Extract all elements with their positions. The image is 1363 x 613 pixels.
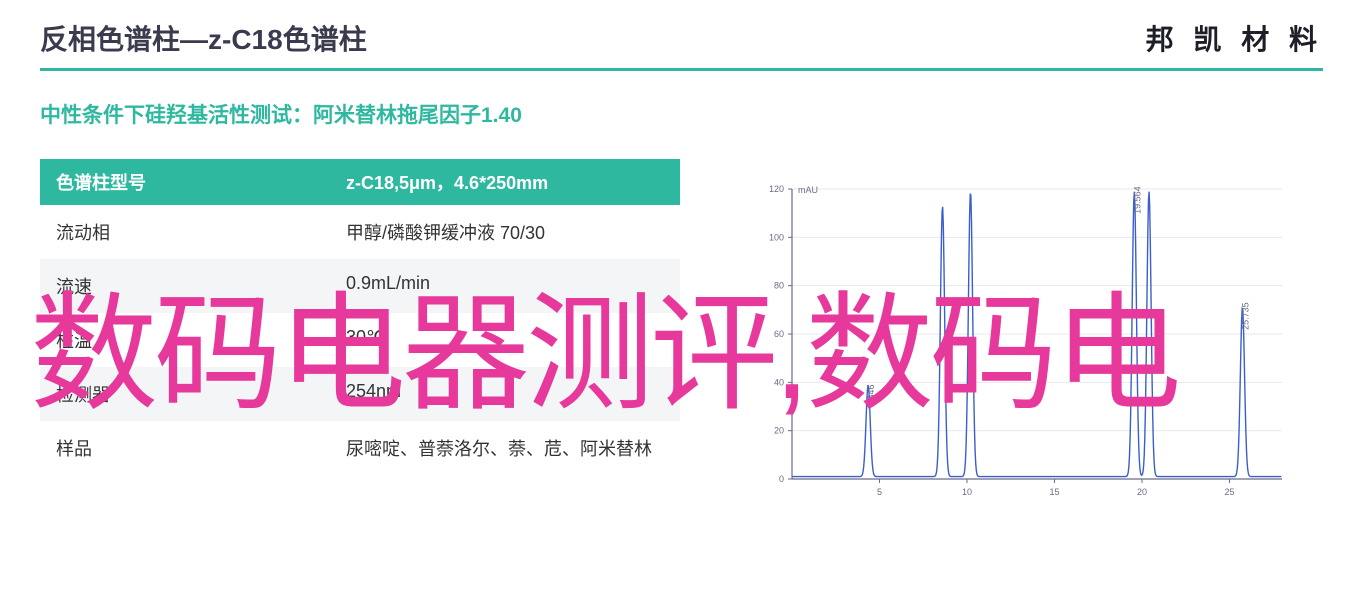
svg-text:100: 100 [768,232,783,242]
table-row: 柱温30℃ [40,313,680,367]
svg-text:25.735: 25.735 [1240,302,1250,330]
svg-text:mAU: mAU [798,185,818,195]
param-value: 30℃ [330,313,680,367]
table-header-right: z-C18,5μm，4.6*250mm [330,159,680,205]
param-label: 流动相 [40,205,330,259]
parameters-table: 色谱柱型号 z-C18,5μm，4.6*250mm 流动相甲醇/磷酸钾缓冲液 7… [40,159,680,475]
table-row: 样品尿嘧啶、普萘洛尔、萘、苊、阿米替林 [40,421,680,475]
subtitle: 中性条件下硅羟基活性测试：阿米替林拖尾因子1.40 [0,71,1363,159]
param-label: 流速 [40,259,330,313]
svg-text:80: 80 [773,281,783,291]
param-value: 甲醇/磷酸钾缓冲液 70/30 [330,205,680,259]
table-row: 流速0.9mL/min [40,259,680,313]
param-label: 样品 [40,421,330,475]
svg-text:40: 40 [773,377,783,387]
param-value: 尿嘧啶、普萘洛尔、萘、苊、阿米替林 [330,421,680,475]
param-label: 柱温 [40,313,330,367]
svg-text:19.564: 19.564 [1132,186,1142,214]
svg-text:120: 120 [768,184,783,194]
param-value: 254nm [330,367,680,421]
svg-text:5: 5 [876,487,881,497]
page-title: 反相色谱柱—z-C18色谱柱 [40,18,367,58]
content-area: 色谱柱型号 z-C18,5μm，4.6*250mm 流动相甲醇/磷酸钾缓冲液 7… [0,159,1363,509]
table-row: 流动相甲醇/磷酸钾缓冲液 70/30 [40,205,680,259]
param-label: 检测器 [40,367,330,421]
brand-name: 邦 凯 材 料 [1146,18,1323,58]
svg-text:10: 10 [961,487,971,497]
table-header-row: 色谱柱型号 z-C18,5μm，4.6*250mm [40,159,680,205]
table-row: 检测器254nm [40,367,680,421]
svg-text:60: 60 [773,329,783,339]
svg-text:15: 15 [1049,487,1059,497]
svg-text:4.346: 4.346 [866,385,876,408]
svg-text:20: 20 [1136,487,1146,497]
chromatogram-chart: 0 20 40 60 80 100 120 5 10 15 20 25 mAU 4.346 19.564 25… [720,159,1323,509]
table-header-left: 色谱柱型号 [40,159,330,205]
page-header: 反相色谱柱—z-C18色谱柱 邦 凯 材 料 [0,0,1363,68]
svg-text:25: 25 [1224,487,1234,497]
param-value: 0.9mL/min [330,259,680,313]
svg-text:20: 20 [773,426,783,436]
svg-text:0: 0 [778,474,783,484]
chromatogram-svg: 0 20 40 60 80 100 120 5 10 15 20 25 mAU 4.346 19.564 25… [742,169,1302,509]
